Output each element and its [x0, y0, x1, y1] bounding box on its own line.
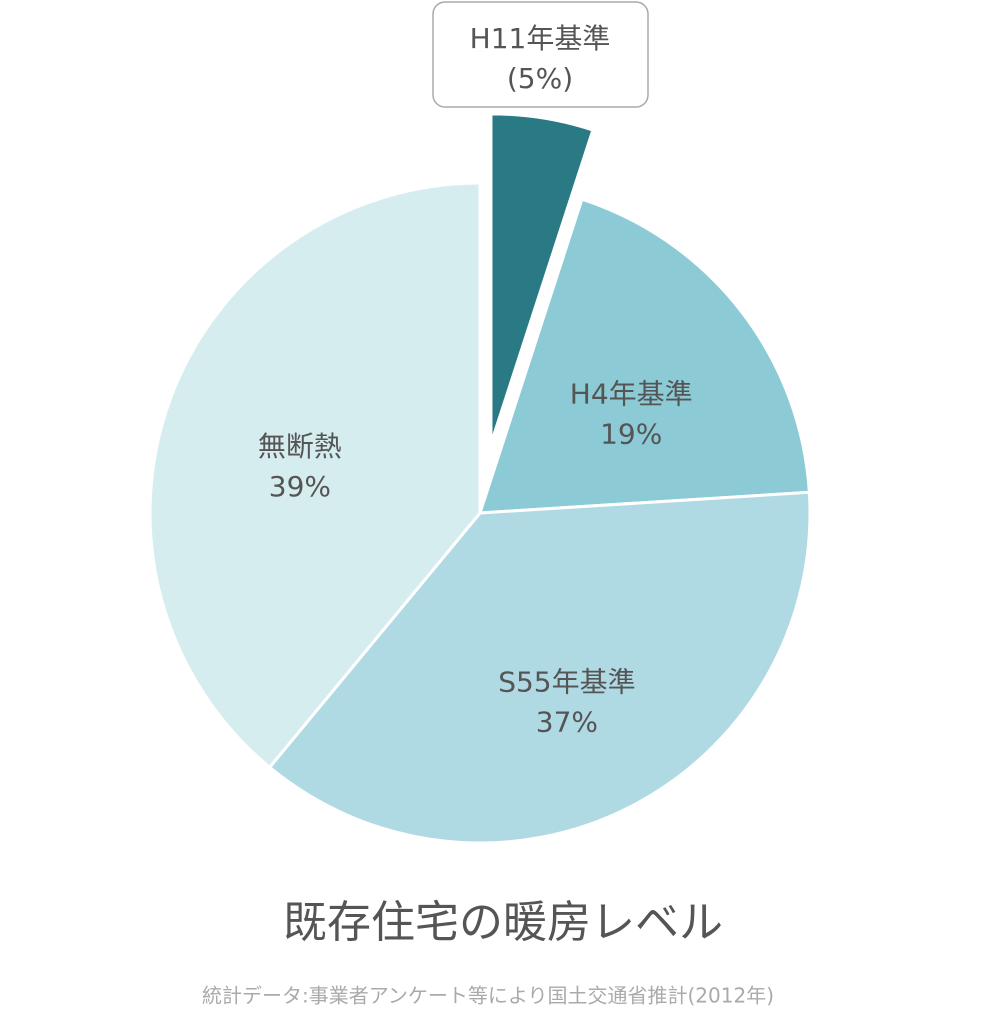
slice-label: 無断熱	[258, 430, 342, 463]
slice-label: H4年基準	[570, 378, 693, 411]
slice-value-label: (5%)	[507, 62, 573, 95]
slice-value-label: 39%	[269, 470, 331, 503]
slice-value-label: 19%	[600, 418, 662, 451]
pie-slice	[148, 181, 482, 770]
pie	[148, 112, 812, 845]
slice-value-label: 37%	[536, 706, 598, 739]
pie-slice	[489, 112, 595, 445]
slice-label: S55年基準	[498, 666, 635, 699]
chart-title: 既存住宅の暖房レベル	[283, 897, 723, 948]
pie-slice	[477, 197, 811, 515]
slice-label: H11年基準	[470, 22, 611, 55]
pie-slice	[267, 490, 812, 845]
source-note: 統計データ:事業者アンケート等により国土交通省推計(2012年)	[202, 984, 774, 1008]
callout-box	[432, 1, 649, 108]
